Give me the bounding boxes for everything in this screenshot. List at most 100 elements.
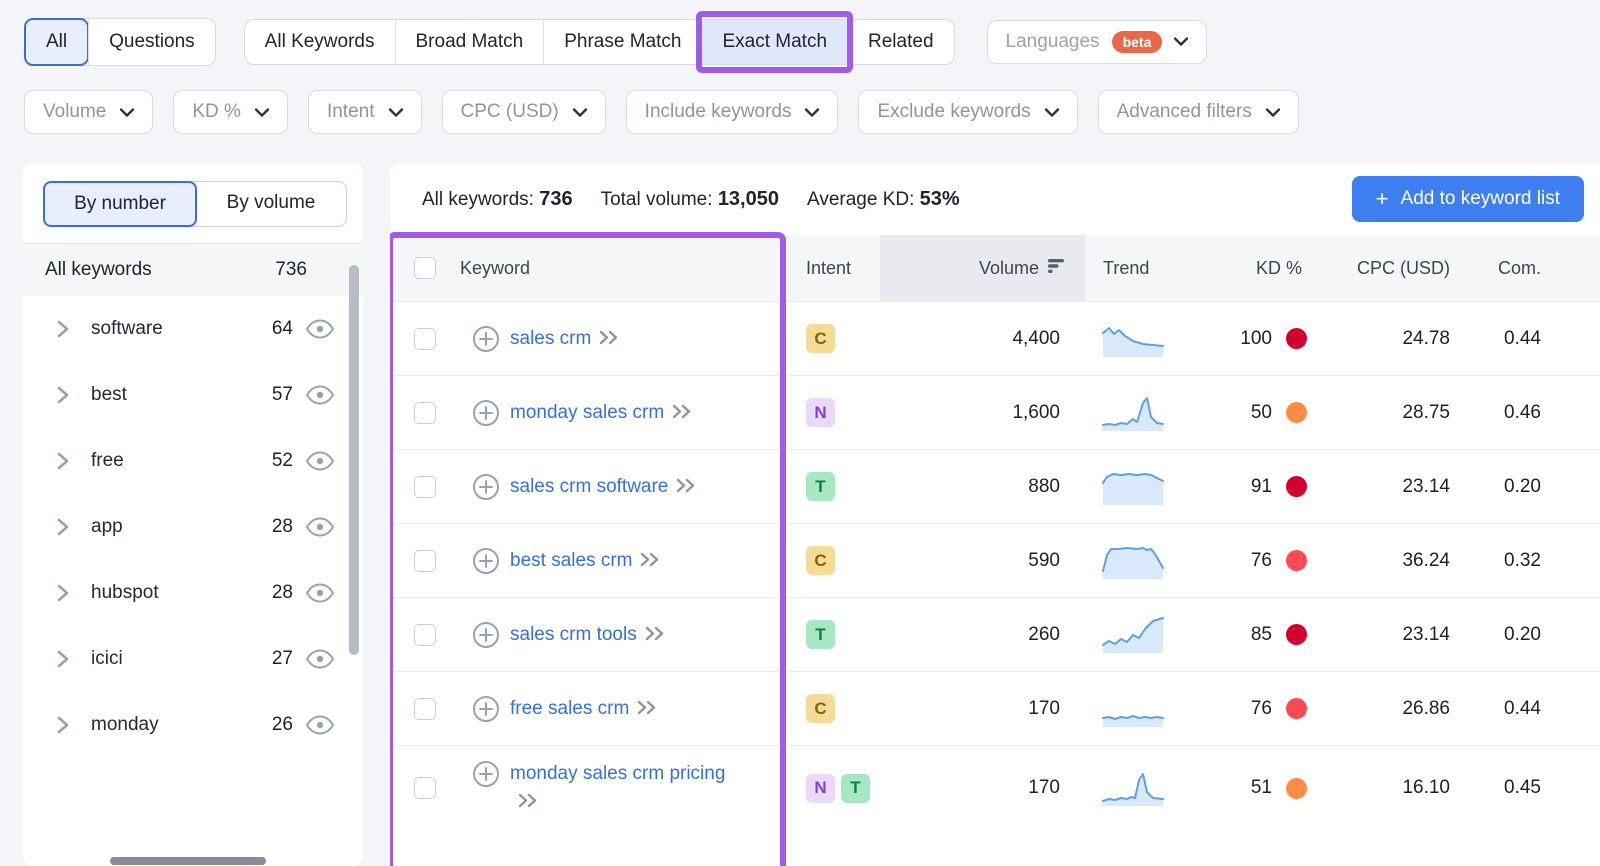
- filter-dropdown[interactable]: KD %: [173, 90, 288, 134]
- add-to-keyword-list-button[interactable]: + Add to keyword list: [1351, 176, 1584, 222]
- sidebar-vertical-scrollbar[interactable]: [349, 265, 359, 655]
- column-com[interactable]: Com.: [1497, 257, 1541, 278]
- filter-dropdown[interactable]: Volume: [24, 90, 154, 134]
- add-keyword-plus-icon[interactable]: [472, 399, 500, 427]
- tab-questions-label: Questions: [109, 31, 195, 52]
- column-intent[interactable]: Intent: [806, 257, 852, 278]
- match-type-tab[interactable]: Broad Match: [394, 20, 544, 64]
- keyword-link[interactable]: monday sales crm pricing: [510, 760, 740, 816]
- languages-dropdown[interactable]: Languages beta: [986, 19, 1208, 65]
- column-cpc[interactable]: CPC (USD): [1357, 257, 1450, 278]
- table-row: monday sales crm N 1,600 50 28.75 0.46: [390, 375, 1600, 449]
- filter-dropdown[interactable]: CPC (USD): [441, 90, 606, 134]
- beta-badge: beta: [1111, 30, 1163, 54]
- keyword-link[interactable]: sales crm: [510, 325, 623, 353]
- sidebar-group-item[interactable]: software 64: [23, 296, 363, 362]
- eye-icon[interactable]: [305, 649, 335, 669]
- keyword-link[interactable]: sales crm tools: [510, 621, 669, 649]
- row-checkbox[interactable]: [414, 697, 436, 720]
- filter-dropdown[interactable]: Advanced filters: [1097, 90, 1299, 134]
- column-trend[interactable]: Trend: [1103, 257, 1150, 278]
- double-chevron-right-icon[interactable]: [518, 789, 542, 808]
- chevron-right-icon[interactable]: [57, 452, 69, 470]
- double-chevron-right-icon[interactable]: [599, 326, 623, 344]
- tab-all[interactable]: All: [24, 18, 90, 66]
- filter-dropdown[interactable]: Exclude keywords: [858, 90, 1078, 134]
- eye-icon[interactable]: [305, 517, 335, 537]
- row-checkbox[interactable]: [414, 475, 436, 498]
- keyword-link[interactable]: best sales crm: [510, 547, 664, 575]
- chevron-right-icon[interactable]: [57, 518, 69, 536]
- row-checkbox[interactable]: [414, 327, 436, 350]
- intent-cell: C: [786, 694, 880, 723]
- sidebar-group-item[interactable]: free 52: [23, 428, 363, 494]
- toggle-by-volume[interactable]: By volume: [196, 182, 346, 226]
- keyword-link[interactable]: monday sales crm: [510, 399, 696, 427]
- match-type-tab[interactable]: Related: [847, 20, 954, 64]
- eye-icon[interactable]: [305, 451, 335, 471]
- double-chevron-right-icon[interactable]: [640, 548, 664, 566]
- row-checkbox[interactable]: [414, 623, 436, 646]
- add-keyword-plus-icon[interactable]: [472, 325, 500, 353]
- sidebar-group-item[interactable]: icici 27: [23, 626, 363, 692]
- chevron-right-icon[interactable]: [57, 386, 69, 404]
- intent-badge-c: C: [806, 694, 835, 723]
- row-checkbox[interactable]: [414, 401, 436, 424]
- intent-badge-c: C: [806, 546, 835, 575]
- eye-icon[interactable]: [305, 715, 335, 735]
- chevron-down-icon: [572, 107, 587, 117]
- match-type-tab[interactable]: Exact Match: [696, 11, 853, 73]
- column-keyword[interactable]: Keyword: [460, 257, 531, 278]
- filter-dropdown[interactable]: Intent: [307, 90, 422, 134]
- sidebar-all-keywords-row[interactable]: All keywords 736: [23, 243, 363, 296]
- add-keyword-plus-icon[interactable]: [472, 621, 500, 649]
- intent-cell: T: [786, 620, 880, 649]
- row-checkbox-cell: [390, 777, 460, 799]
- sidebar-group-item[interactable]: hubspot 28: [23, 560, 363, 626]
- eye-icon[interactable]: [305, 583, 335, 603]
- toggle-by-number[interactable]: By number: [43, 181, 197, 227]
- match-type-tab[interactable]: All Keywords: [245, 20, 395, 64]
- row-checkbox[interactable]: [414, 549, 436, 572]
- group-label: icici: [91, 648, 123, 669]
- kd-cell: 91: [1220, 476, 1310, 498]
- add-keyword-plus-icon[interactable]: [472, 760, 500, 788]
- row-checkbox[interactable]: [414, 777, 436, 799]
- add-keyword-plus-icon[interactable]: [472, 547, 500, 575]
- add-keyword-plus-icon[interactable]: [472, 473, 500, 501]
- kd-difficulty-dot: [1286, 550, 1307, 571]
- sidebar-group-item[interactable]: app 28: [23, 494, 363, 560]
- group-count: 27: [271, 648, 293, 669]
- select-all-checkbox[interactable]: [414, 257, 436, 279]
- sidebar-group-item[interactable]: best 57: [23, 362, 363, 428]
- double-chevron-right-icon[interactable]: [637, 696, 661, 714]
- keyword-link[interactable]: free sales crm: [510, 695, 661, 723]
- chevron-right-icon[interactable]: [57, 650, 69, 668]
- match-type-toolbar: All Questions All Keywords Broad Match P…: [24, 11, 1576, 73]
- intent-badge-c: C: [806, 324, 835, 353]
- column-kd[interactable]: KD %: [1255, 257, 1302, 278]
- keyword-text: monday sales crm pricing: [510, 763, 726, 784]
- cpc-cell: 26.86: [1402, 697, 1450, 719]
- chevron-right-icon[interactable]: [57, 320, 69, 338]
- kd-difficulty-dot: [1286, 328, 1307, 349]
- keyword-link[interactable]: sales crm software: [510, 473, 700, 501]
- sidebar-group-item[interactable]: monday 26: [23, 692, 363, 758]
- filter-dropdown[interactable]: Include keywords: [625, 90, 839, 134]
- trend-sparkline: [1085, 467, 1220, 507]
- match-type-tab[interactable]: Phrase Match: [543, 20, 701, 64]
- column-volume[interactable]: Volume: [880, 235, 1085, 301]
- double-chevron-right-icon[interactable]: [676, 474, 700, 492]
- chevron-right-icon[interactable]: [57, 584, 69, 602]
- sort-descending-icon: [1047, 258, 1067, 279]
- double-chevron-right-icon[interactable]: [672, 400, 696, 418]
- double-chevron-right-icon[interactable]: [645, 622, 669, 640]
- eye-icon[interactable]: [305, 319, 335, 339]
- eye-icon[interactable]: [305, 385, 335, 405]
- trend-sparkline: [1085, 689, 1220, 729]
- all-keywords-count: 736: [275, 259, 307, 280]
- sidebar-horizontal-scrollbar[interactable]: [110, 857, 266, 865]
- tab-questions[interactable]: Questions: [88, 19, 215, 65]
- add-keyword-plus-icon[interactable]: [472, 695, 500, 723]
- chevron-right-icon[interactable]: [57, 716, 69, 734]
